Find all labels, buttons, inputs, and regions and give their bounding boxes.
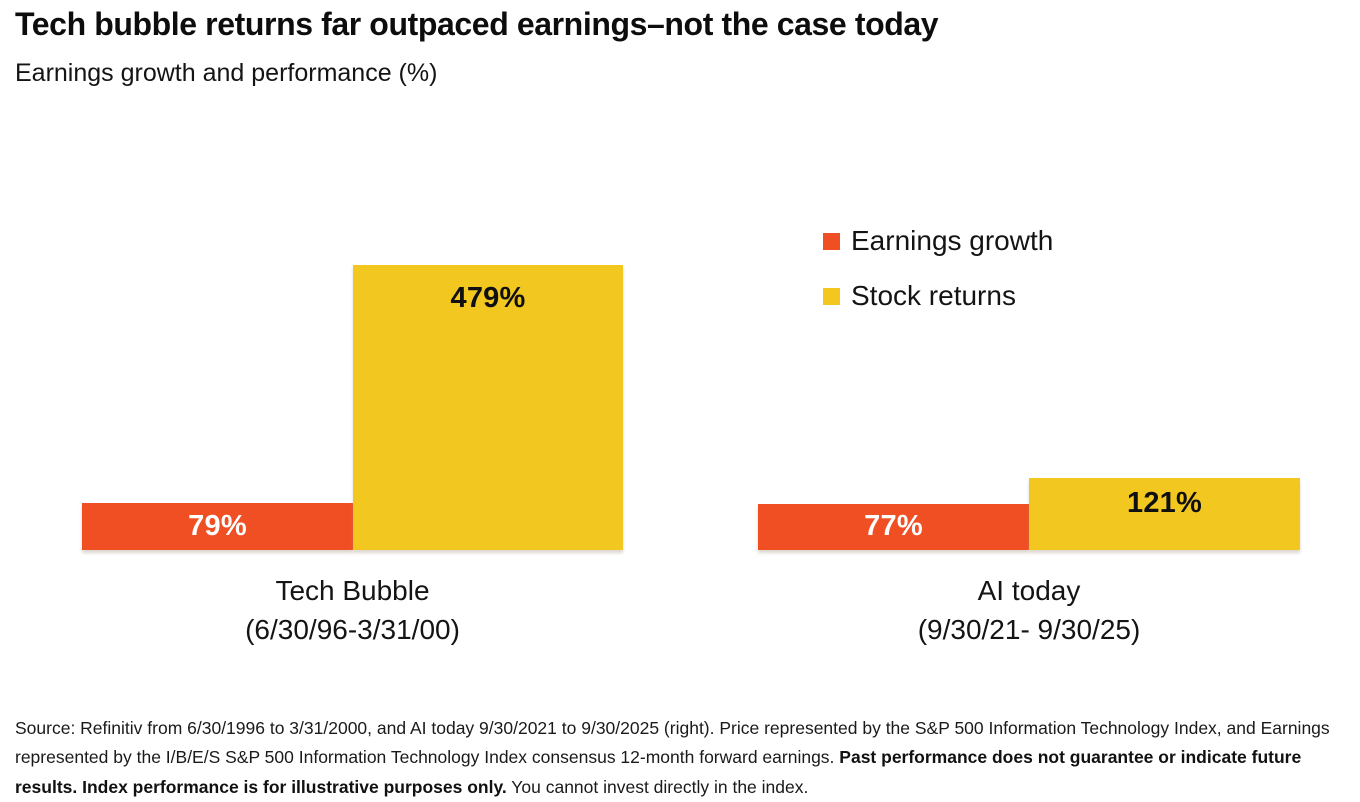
earnings-growth-swatch-icon bbox=[823, 233, 840, 250]
bar-ai-today-stock-returns: 121% bbox=[1029, 478, 1300, 550]
bar-ai-today-earnings-growth: 77% bbox=[758, 504, 1029, 550]
category-label-line2: (6/30/96-3/31/00) bbox=[82, 610, 623, 649]
category-label-tech-bubble: Tech Bubble (6/30/96-3/31/00) bbox=[82, 571, 623, 649]
legend-label-earnings-growth: Earnings growth bbox=[851, 225, 1053, 257]
category-label-line1: AI today bbox=[758, 571, 1300, 610]
bar-value-label: 77% bbox=[758, 510, 1029, 543]
category-label-line1: Tech Bubble bbox=[82, 571, 623, 610]
legend-label-stock-returns: Stock returns bbox=[851, 280, 1016, 312]
chart-subtitle: Earnings growth and performance (%) bbox=[15, 59, 437, 88]
legend: Earnings growth Stock returns bbox=[823, 224, 1053, 334]
bar-tech-bubble-stock-returns: 479% bbox=[353, 265, 623, 550]
bar-value-label: 79% bbox=[82, 509, 353, 542]
source-note: Source: Refinitiv from 6/30/1996 to 3/31… bbox=[15, 714, 1349, 802]
stock-returns-swatch-icon bbox=[823, 288, 840, 305]
legend-item-earnings-growth: Earnings growth bbox=[823, 224, 1053, 258]
bar-value-label: 121% bbox=[1029, 487, 1300, 520]
bar-value-label: 479% bbox=[353, 282, 623, 315]
chart-title: Tech bubble returns far outpaced earning… bbox=[15, 6, 938, 43]
bar-tech-bubble-earnings-growth: 79% bbox=[82, 503, 353, 550]
category-label-ai-today: AI today (9/30/21- 9/30/25) bbox=[758, 571, 1300, 649]
category-label-line2: (9/30/21- 9/30/25) bbox=[758, 610, 1300, 649]
legend-item-stock-returns: Stock returns bbox=[823, 279, 1053, 313]
source-text-normal-2: You cannot invest directly in the index. bbox=[507, 777, 809, 797]
